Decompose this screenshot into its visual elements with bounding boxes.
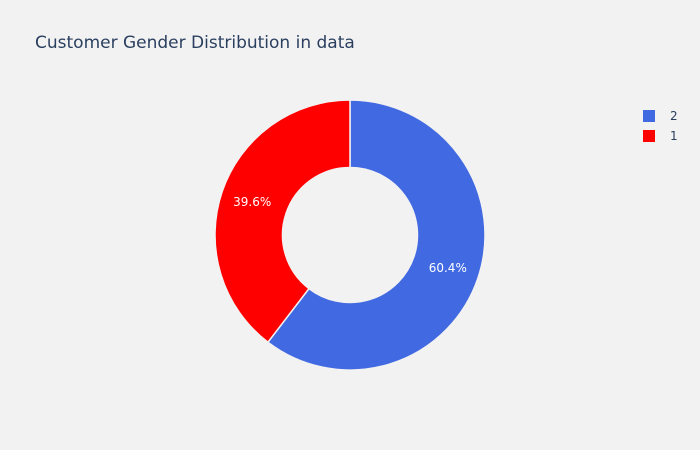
legend-item-1[interactable]: 1 bbox=[643, 126, 678, 146]
legend: 2 1 bbox=[643, 106, 678, 146]
legend-label-1: 1 bbox=[670, 129, 678, 143]
chart-title: Customer Gender Distribution in data bbox=[35, 33, 355, 53]
slice-2[interactable] bbox=[266, 99, 486, 371]
legend-label-2: 2 bbox=[670, 109, 678, 123]
legend-swatch-2 bbox=[643, 110, 655, 122]
legend-item-2[interactable]: 2 bbox=[643, 106, 678, 126]
slice-1[interactable] bbox=[214, 99, 351, 344]
slice-label-1: 39.6% bbox=[233, 195, 271, 209]
legend-swatch-1 bbox=[643, 130, 655, 142]
slice-label-2: 60.4% bbox=[429, 261, 467, 275]
